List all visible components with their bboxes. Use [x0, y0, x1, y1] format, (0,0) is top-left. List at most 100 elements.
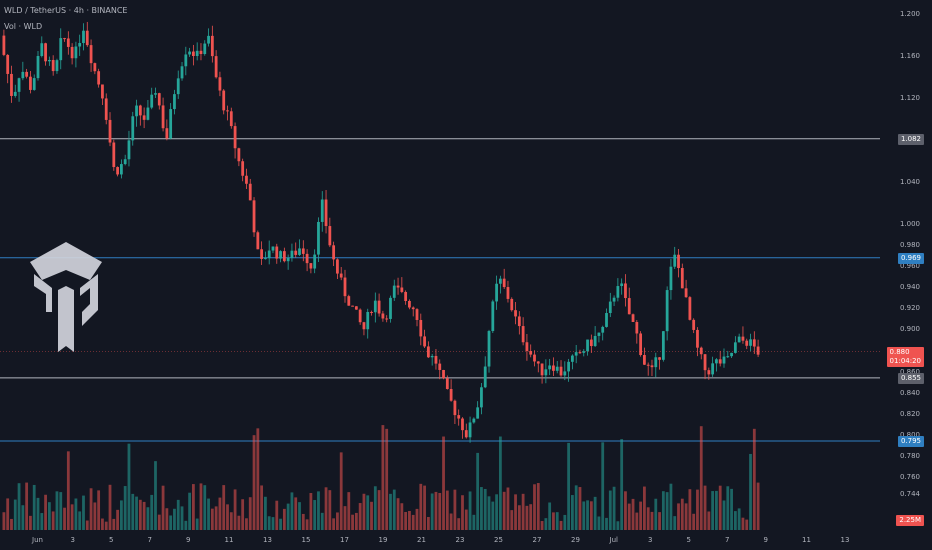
candle-body	[752, 339, 756, 347]
symbol-legend[interactable]: WLD / TetherUS · 4h · BINANCE	[4, 6, 128, 15]
candle-body	[699, 347, 703, 355]
volume-bar	[476, 452, 480, 530]
volume-bar	[605, 517, 608, 530]
candle-body	[195, 50, 199, 57]
volume-bar	[555, 512, 559, 530]
candle-body	[737, 336, 741, 343]
volume-bar	[745, 519, 749, 530]
candle-body	[631, 314, 635, 322]
candle-body	[408, 300, 411, 308]
candle-body	[582, 351, 586, 353]
time-tick-label: 11	[802, 536, 811, 544]
candle-body	[135, 105, 138, 117]
volume-bar	[495, 494, 498, 530]
volume-bar	[536, 483, 540, 530]
candle-body	[677, 254, 680, 269]
candle-body	[688, 297, 692, 320]
candle-body	[426, 346, 430, 358]
candle-body	[404, 291, 408, 301]
candle-body	[298, 248, 301, 255]
level-price-tag: 0.855	[897, 372, 924, 384]
volume-bar	[438, 492, 442, 530]
candle-body	[703, 354, 707, 371]
time-tick-label: 11	[224, 536, 234, 544]
time-tick-label: 23	[455, 536, 465, 544]
volume-bar	[354, 512, 358, 530]
candle-body	[127, 140, 131, 160]
volume-bar	[59, 492, 63, 530]
candle-body	[93, 63, 97, 72]
candle-body	[29, 76, 32, 90]
volume-bar	[688, 489, 692, 530]
candle-body	[324, 199, 328, 227]
volume-bar	[74, 498, 78, 530]
volume-bar	[199, 483, 203, 530]
volume-bar	[180, 506, 184, 530]
volume-bar	[29, 515, 32, 530]
candle-body	[188, 51, 191, 55]
volume-bar	[347, 492, 351, 530]
candle-body	[453, 400, 457, 416]
volume-bar	[222, 485, 226, 530]
volume-bar	[468, 491, 472, 530]
price-tick-label: 0.980	[899, 241, 920, 250]
candle-body	[366, 311, 370, 330]
candle-body	[267, 250, 271, 259]
volume-bar	[70, 504, 74, 530]
candle-body	[718, 359, 722, 364]
volume-bar	[260, 485, 264, 530]
volume-bar	[517, 505, 521, 530]
time-tick-label: 9	[763, 536, 768, 544]
volume-bar	[154, 461, 157, 530]
volume-bar	[711, 491, 715, 530]
candle-body	[157, 93, 161, 106]
candle-body	[271, 246, 275, 251]
volume-bar	[40, 513, 44, 530]
volume-bar	[135, 496, 138, 530]
cube-logo-icon	[30, 242, 102, 352]
price-tick-label: 0.800	[899, 430, 920, 439]
candle-body	[461, 418, 464, 431]
volume-bar	[17, 483, 21, 530]
volume-value-tag: 2.25M	[896, 515, 924, 526]
candle-body	[487, 331, 491, 367]
volume-bar	[44, 494, 47, 530]
candle-body	[696, 329, 699, 348]
volume-bar	[328, 490, 332, 530]
volume-bar	[434, 491, 438, 530]
candle-body	[502, 278, 506, 288]
time-tick-label: 7	[147, 536, 152, 544]
candle-body	[146, 107, 150, 120]
volume-bar	[36, 497, 40, 530]
candle-body	[650, 365, 654, 368]
level-price-tag: 1.082	[897, 133, 924, 145]
price-tick-label: 0.744	[899, 489, 920, 498]
volume-bar	[404, 511, 408, 530]
volume-bar	[389, 493, 392, 530]
volume-bar	[487, 496, 491, 530]
volume-legend[interactable]: Vol · WLD	[4, 22, 43, 31]
volume-bar	[245, 518, 248, 530]
candle-body	[362, 322, 366, 330]
volume-bar	[567, 442, 570, 530]
candle-body	[354, 306, 358, 310]
volume-bar	[131, 493, 135, 530]
volume-bar	[324, 487, 328, 530]
candle-body	[66, 38, 70, 47]
candle-body	[89, 45, 93, 64]
candle-body	[116, 167, 119, 175]
volume-bar	[696, 489, 699, 530]
volume-bar	[176, 499, 180, 530]
candle-body	[370, 311, 373, 313]
candle-body	[472, 418, 476, 423]
volume-bar	[237, 515, 241, 530]
candle-body	[730, 352, 733, 357]
candle-body	[248, 183, 252, 201]
candle-body	[233, 126, 237, 149]
candle-body	[514, 310, 517, 317]
candle-body	[373, 300, 377, 313]
volume-bar	[756, 482, 760, 530]
candle-body	[214, 56, 218, 78]
